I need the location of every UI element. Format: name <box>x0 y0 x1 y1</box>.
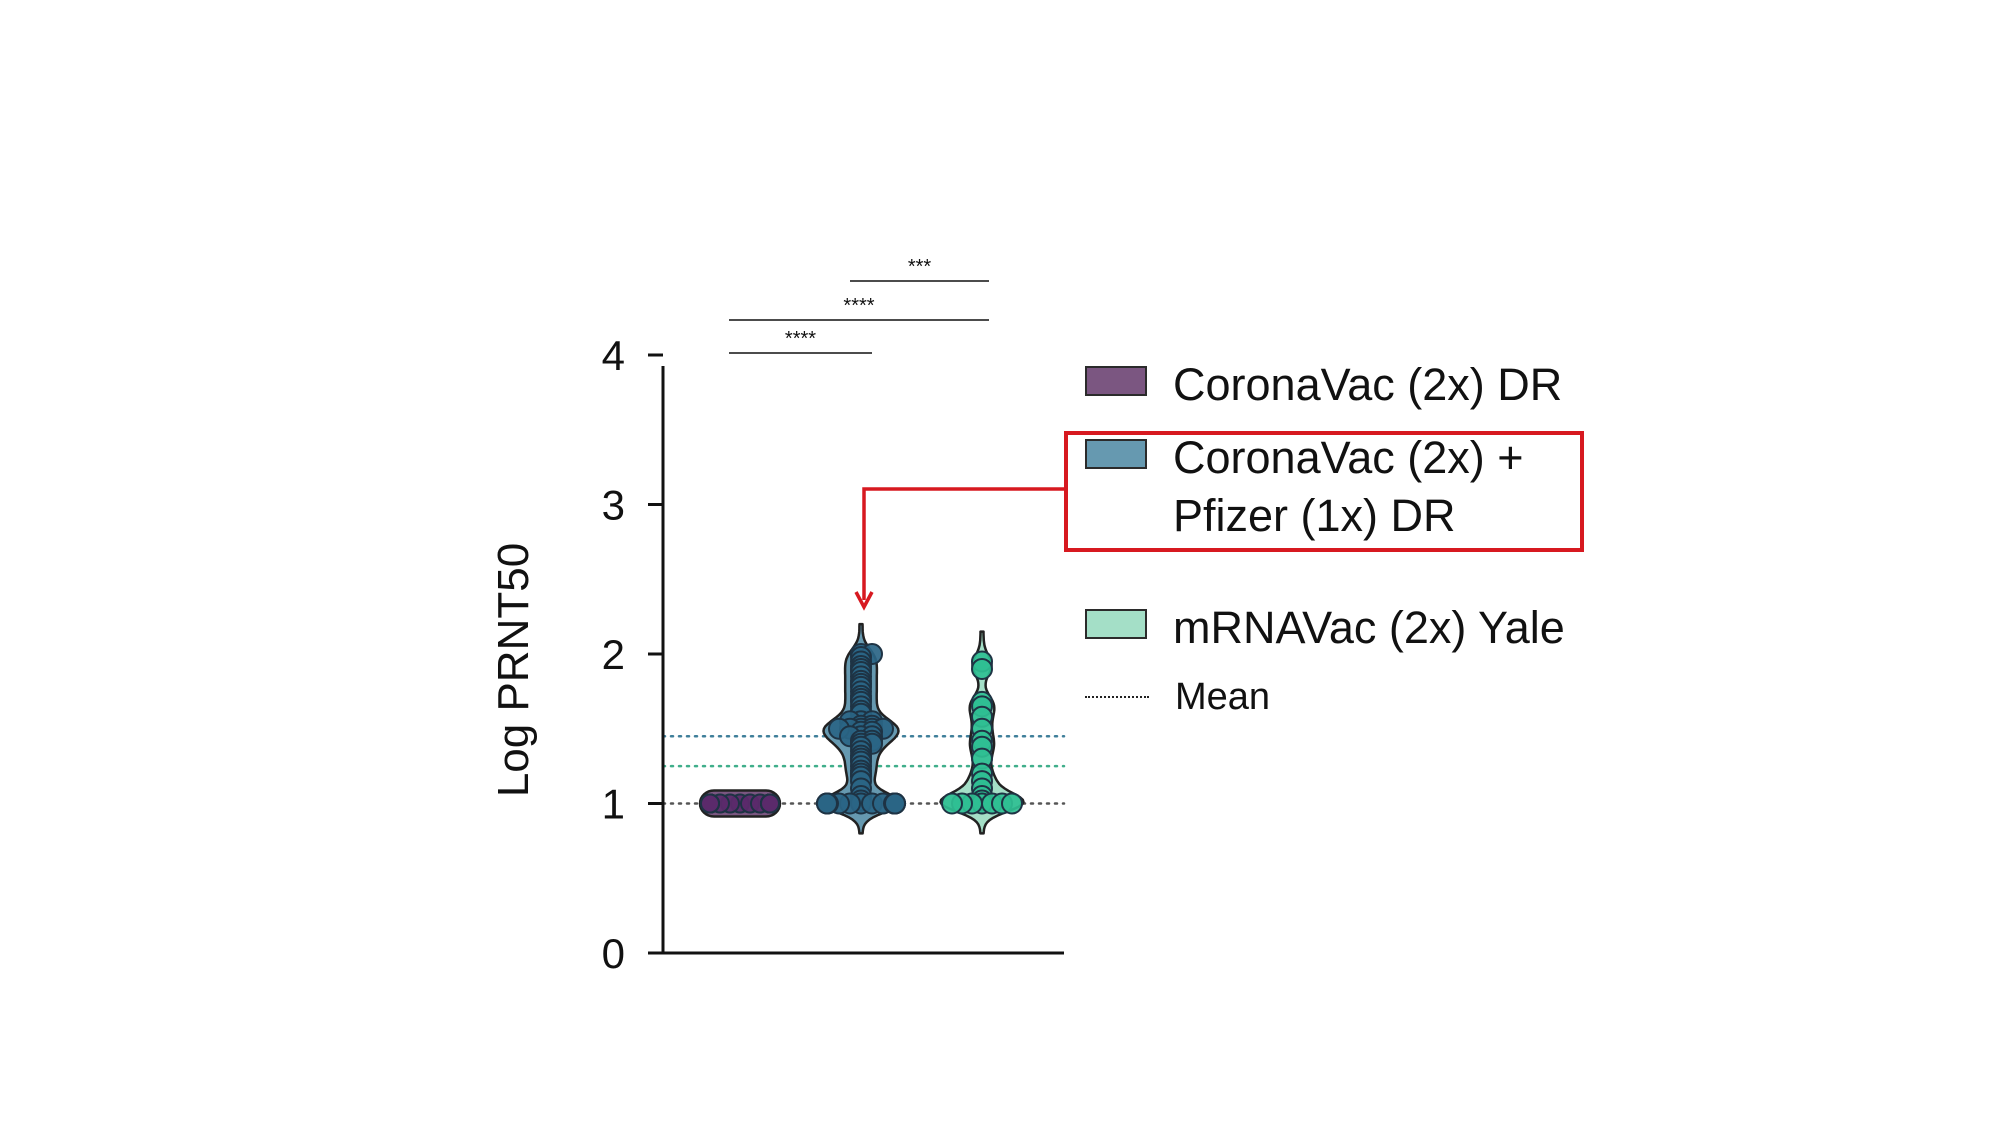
legend-swatch-coronavac-pfizer <box>1085 439 1147 469</box>
y-axis-label: Log PRNT50 <box>489 543 538 797</box>
legend-item-mean: Mean <box>1085 668 1270 726</box>
callout-arrow-line <box>862 487 1064 600</box>
significance-label: **** <box>843 295 874 317</box>
y-tick-label: 0 <box>602 930 625 977</box>
legend-item-mrnavac: mRNAVac (2x) Yale <box>1085 599 1565 657</box>
y-tick-label: 1 <box>602 781 625 828</box>
callout-arrow-head <box>854 591 874 611</box>
data-point <box>884 792 906 815</box>
data-point <box>760 793 780 814</box>
legend-label-coronavac: CoronaVac (2x) DR <box>1173 359 1563 410</box>
significance-label: **** <box>785 328 816 350</box>
axes <box>661 366 1064 955</box>
legend-mean-line <box>1085 696 1149 698</box>
data-point <box>1001 792 1023 815</box>
legend-label-mrnavac: mRNAVac (2x) Yale <box>1173 602 1565 653</box>
legend-item-coronavac-pfizer: CoronaVac (2x) + Pfizer (1x) DR <box>1085 429 1524 545</box>
data-point <box>816 792 838 815</box>
highlight-box <box>1064 431 1584 552</box>
legend-item-coronavac: CoronaVac (2x) DR <box>1085 356 1562 414</box>
data-point <box>700 793 720 814</box>
legend-label-coronavac-pfizer: CoronaVac (2x) + Pfizer (1x) DR <box>1173 432 1524 541</box>
significance-label: *** <box>908 256 932 278</box>
data-point <box>941 792 963 815</box>
legend-swatch-mrnavac <box>1085 609 1147 639</box>
data-points <box>700 643 1023 815</box>
y-tick-label: 4 <box>602 332 625 379</box>
callout-arrow <box>854 487 1064 611</box>
data-point <box>971 657 993 680</box>
legend-swatch-coronavac <box>1085 366 1147 396</box>
significance-brackets: *********** <box>729 256 989 354</box>
y-tick-label: 2 <box>602 631 625 678</box>
y-ticks: 0 1 2 3 4 <box>602 332 663 977</box>
legend-label-mean: Mean <box>1175 676 1271 718</box>
y-tick-label: 3 <box>602 482 625 529</box>
